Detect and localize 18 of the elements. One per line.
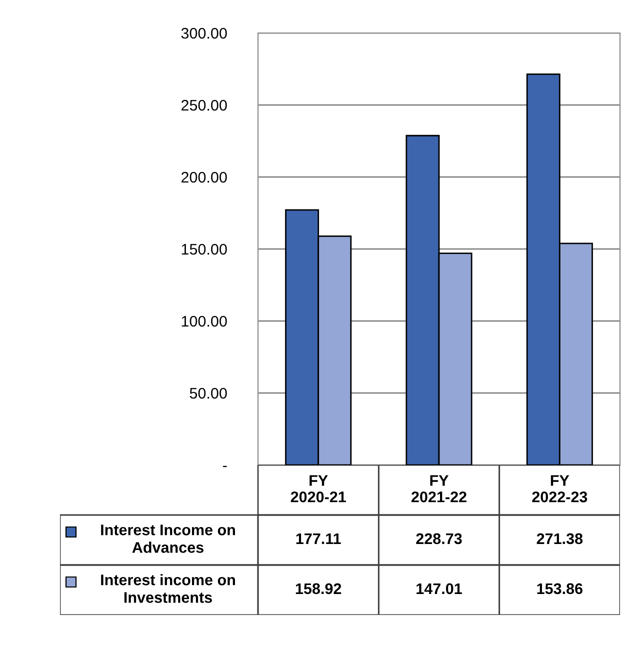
y-tick-label: 300.00 — [181, 28, 227, 39]
y-tick-label: 250.00 — [181, 100, 227, 111]
x-tick-label: FY 2021-22 — [412, 475, 466, 502]
y-tick-label: 200.00 — [181, 172, 227, 183]
y-tick-label: - — [223, 466, 227, 468]
data-label: 153.86 — [537, 583, 582, 594]
data-label: 271.38 — [536, 533, 583, 544]
x-tick-label: FY 2022-23 — [532, 475, 588, 502]
x-tick-label: FY 2020-21 — [290, 475, 346, 502]
y-tick-label: 100.00 — [182, 316, 227, 327]
data-label: 228.73 — [416, 533, 462, 544]
data-label: 177.11 — [296, 533, 341, 544]
data-label: 158.92 — [296, 583, 342, 594]
legend-label: Interest income on Investments — [101, 574, 235, 603]
data-label: 147.01 — [416, 583, 462, 594]
legend-label: Interest Income on Advances — [101, 524, 235, 553]
y-tick-label: 150.00 — [182, 244, 227, 255]
y-tick-label: 50.00 — [190, 388, 227, 399]
